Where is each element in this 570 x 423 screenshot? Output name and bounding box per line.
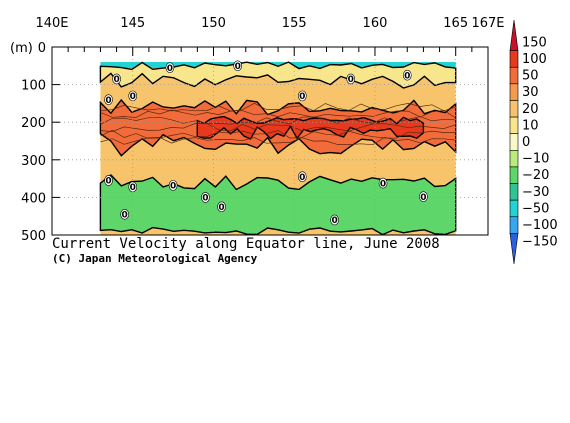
contour-label: 0 xyxy=(299,173,305,183)
colorbar-swatch xyxy=(509,150,519,168)
x-tick-label: 150 xyxy=(201,16,226,31)
y-tick-label: 200 xyxy=(21,116,46,131)
contour-label: 0 xyxy=(404,71,410,81)
colorbar-label: 100 xyxy=(522,52,547,67)
colorbar-bottom-arrow xyxy=(509,233,519,265)
contour-label: 0 xyxy=(130,92,136,102)
contour-label: 0 xyxy=(130,183,136,193)
contour-label: 0 xyxy=(299,92,305,102)
contour-label-bg xyxy=(233,60,243,72)
contour-label-bg xyxy=(165,62,175,73)
contour-label: 0 xyxy=(113,75,119,85)
y-tick-label: 500 xyxy=(21,229,46,244)
colorbar-label: 30 xyxy=(522,85,539,100)
colorbar-swatch xyxy=(509,66,519,85)
colorbar-swatch xyxy=(509,100,519,118)
colorbar-swatch xyxy=(509,133,519,151)
contour-label-bg xyxy=(297,171,307,183)
colorbar-label: −10 xyxy=(522,152,549,167)
contour-label: 0 xyxy=(122,211,128,221)
contour-label: 0 xyxy=(105,177,111,187)
band-lower_green xyxy=(99,174,457,235)
colorbar-label: 150 xyxy=(522,35,547,50)
contour-label: 0 xyxy=(105,96,111,106)
x-tick-label: 140E xyxy=(35,16,68,31)
caption: Current Velocity along Equator line, Jun… xyxy=(52,236,440,266)
contour-label: 0 xyxy=(218,203,224,213)
contour-line xyxy=(100,129,456,139)
colorbar-label: 20 xyxy=(522,102,539,117)
colorbar-swatch xyxy=(509,183,519,201)
contour-label-bg xyxy=(217,201,226,213)
contour-label-bg xyxy=(297,90,307,102)
contour-label-bg xyxy=(402,69,412,81)
colorbar-label: −150 xyxy=(522,235,558,250)
contour-label-bg xyxy=(168,180,178,191)
y-tick-label: 100 xyxy=(21,79,46,94)
colorbar-label: −50 xyxy=(522,201,549,216)
contour-label: 0 xyxy=(170,182,176,192)
x-tick-label: 155 xyxy=(282,16,307,31)
x-tick-label: 165 xyxy=(443,16,468,31)
contour-line xyxy=(100,102,456,112)
contour-label-bg xyxy=(104,94,113,105)
colorbar-swatch xyxy=(509,199,519,218)
band-upper_band xyxy=(99,61,457,89)
contour-label: 0 xyxy=(420,193,426,203)
contour-label-bg xyxy=(128,90,138,102)
contour-line xyxy=(100,136,456,146)
contour-label-bg xyxy=(419,191,428,202)
contour-label: 0 xyxy=(380,179,386,189)
contour-label-bg xyxy=(128,181,138,193)
colorbar-swatch xyxy=(509,116,519,134)
contour-label: 0 xyxy=(331,216,337,226)
y-axis: 0 100 200 300 400 500 (m) xyxy=(10,41,60,244)
colorbar-label: −100 xyxy=(522,218,558,233)
contour-label-bg xyxy=(330,214,339,226)
contour-label-bg xyxy=(112,73,121,85)
colorbar-label: 50 xyxy=(522,69,539,84)
x-tick-label: 167E xyxy=(471,16,504,31)
chart-credit: (C) Japan Meteorological Agency xyxy=(52,252,258,265)
x-tick-label: 160 xyxy=(363,16,388,31)
plot-frame xyxy=(51,46,489,236)
contour-label-bg xyxy=(346,73,356,85)
contour-line xyxy=(100,123,456,132)
colorbar-swatch xyxy=(509,83,519,101)
colorbar-label: 10 xyxy=(522,118,539,133)
colorbar-swatch xyxy=(509,216,519,234)
contour-line xyxy=(100,109,456,119)
colorbar-top-arrow xyxy=(509,19,519,51)
colorbar-label: −20 xyxy=(522,168,549,183)
colorbar-swatch xyxy=(509,166,519,184)
contour-label: 0 xyxy=(202,194,208,204)
contour-label-bg xyxy=(120,209,129,220)
x-axis: 140E 145 150 155 160 165 167E xyxy=(35,16,505,56)
colorbar-swatch xyxy=(509,50,519,68)
contour-label-bg xyxy=(378,177,388,189)
y-tick-label: 400 xyxy=(21,191,46,206)
contour-label: 0 xyxy=(348,75,354,85)
colorbar-label: 0 xyxy=(522,135,530,150)
contour-label-bg xyxy=(201,192,210,203)
x-tick-label: 145 xyxy=(120,16,145,31)
y-tick-label: 0 xyxy=(38,41,46,56)
contour-label: 0 xyxy=(235,62,241,72)
gridlines xyxy=(52,47,488,235)
y-unit-label: (m) xyxy=(10,41,33,56)
chart-title: Current Velocity along Equator line, Jun… xyxy=(52,236,440,252)
colorbar-label: −30 xyxy=(522,185,549,200)
y-tick-label: 300 xyxy=(21,154,46,169)
contour-label: 0 xyxy=(167,64,173,74)
surface-strip xyxy=(100,62,456,69)
velocity-fill xyxy=(99,61,457,235)
contour-label-bg xyxy=(104,175,113,186)
